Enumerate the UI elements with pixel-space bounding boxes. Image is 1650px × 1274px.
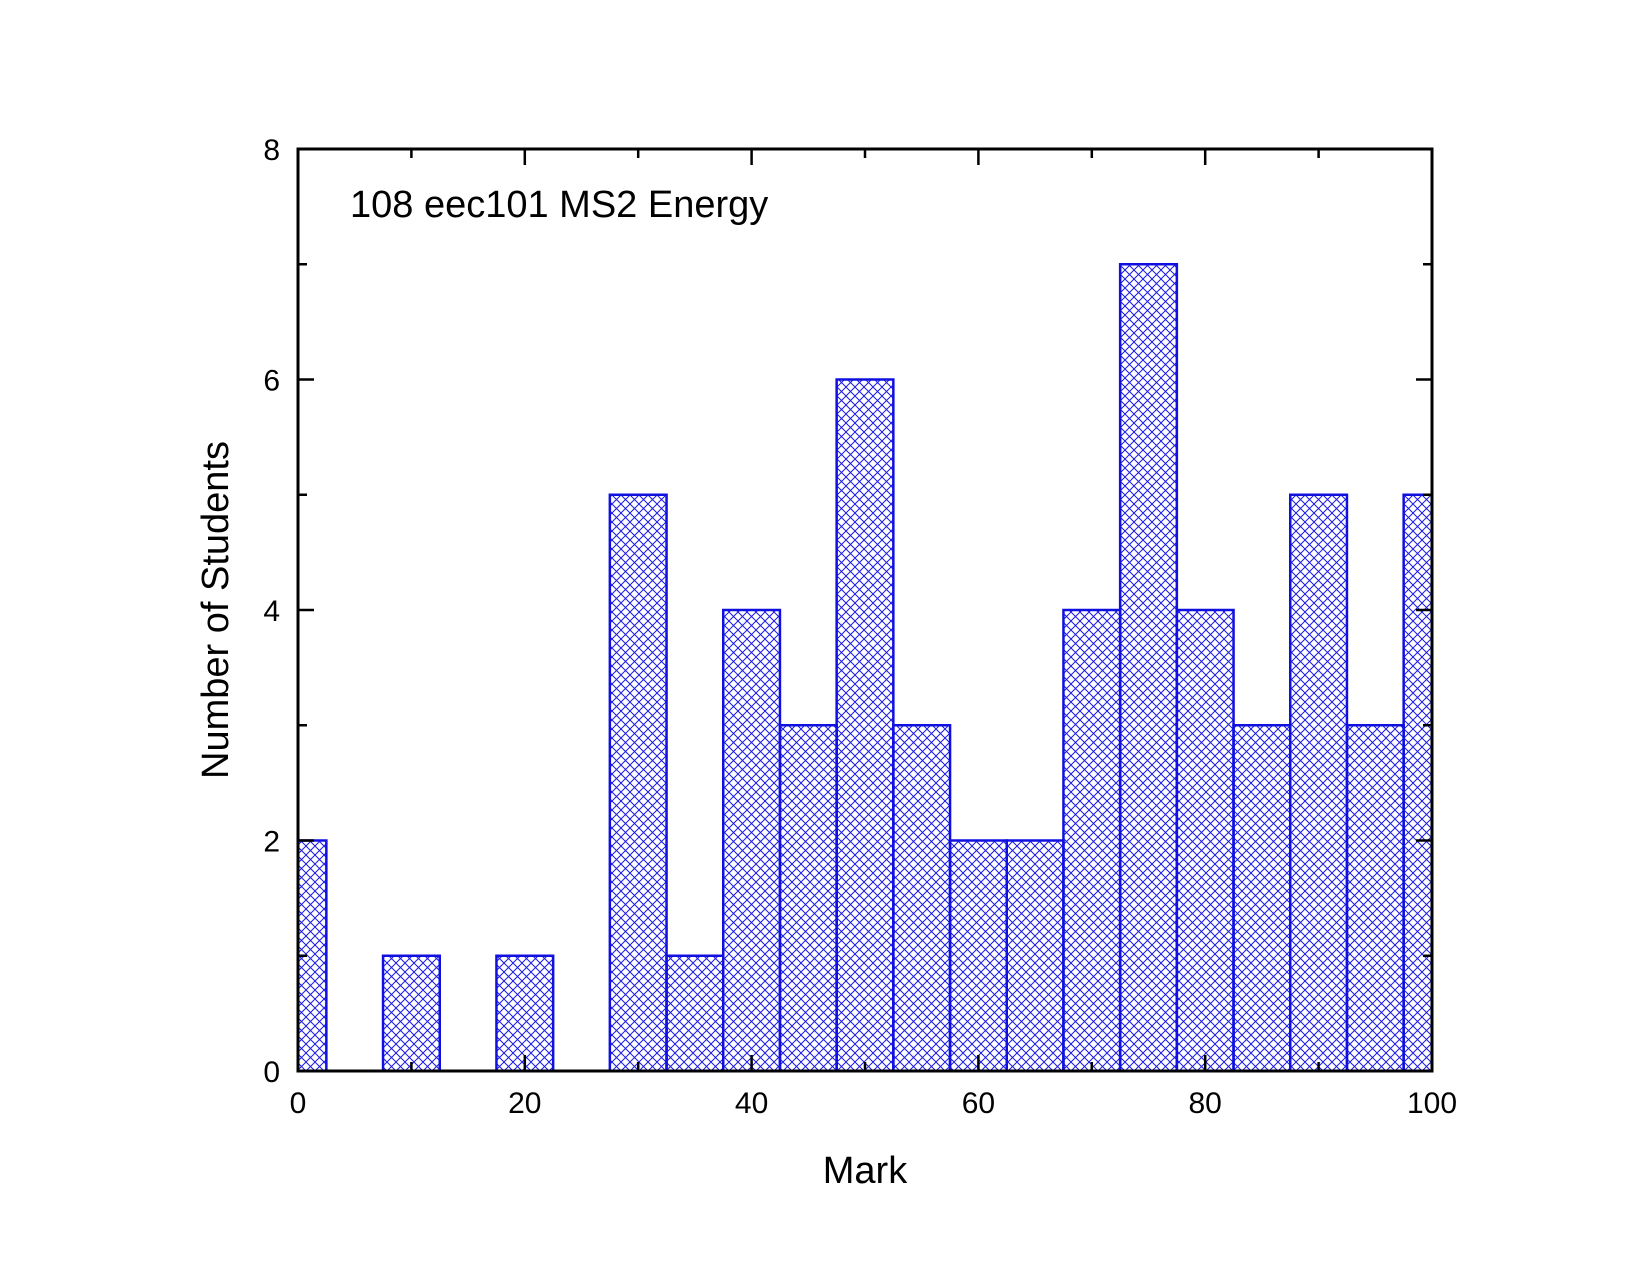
histogram-bar (722, 608, 782, 1073)
chart-annotation: 108 eec101 MS2 Energy (350, 184, 768, 226)
histogram-bar (778, 724, 838, 1073)
histogram-bar (1175, 608, 1235, 1073)
y-tick-label: 6 (263, 365, 280, 398)
y-tick-label: 8 (263, 134, 280, 167)
histogram-bar (1289, 493, 1349, 1073)
y-tick-label: 4 (263, 595, 280, 628)
y-tick-label: 2 (263, 826, 280, 859)
histogram-bar (1345, 724, 1405, 1073)
ticks-layer (296, 147, 1434, 1073)
histogram-bar (665, 954, 725, 1073)
histogram-bar (948, 839, 1008, 1073)
histogram-bar (1232, 724, 1292, 1073)
histogram-bar (1402, 493, 1434, 1073)
x-tick-label: 80 (1189, 1087, 1222, 1120)
bars-layer (296, 263, 1434, 1073)
x-tick-label: 100 (1407, 1087, 1457, 1120)
y-tick-label: 0 (263, 1056, 280, 1089)
histogram-bar (608, 493, 668, 1073)
x-tick-label: 0 (290, 1087, 307, 1120)
x-tick-label: 40 (735, 1087, 768, 1120)
histogram-bar (381, 954, 441, 1073)
histogram-bar (1118, 263, 1179, 1073)
histogram-bar (835, 378, 895, 1073)
y-axis-title: Number of Students (195, 441, 237, 779)
tick-labels-layer: 0 20 40 60 80 100 0 2 4 6 8 (263, 134, 1457, 1120)
histogram-bar (1005, 839, 1065, 1073)
x-axis-title: Mark (823, 1150, 908, 1192)
x-tick-label: 60 (962, 1087, 995, 1120)
x-tick-label: 20 (508, 1087, 541, 1120)
histogram-bar (495, 954, 555, 1073)
histogram-bar (1062, 608, 1122, 1073)
histogram-bar (892, 724, 952, 1073)
